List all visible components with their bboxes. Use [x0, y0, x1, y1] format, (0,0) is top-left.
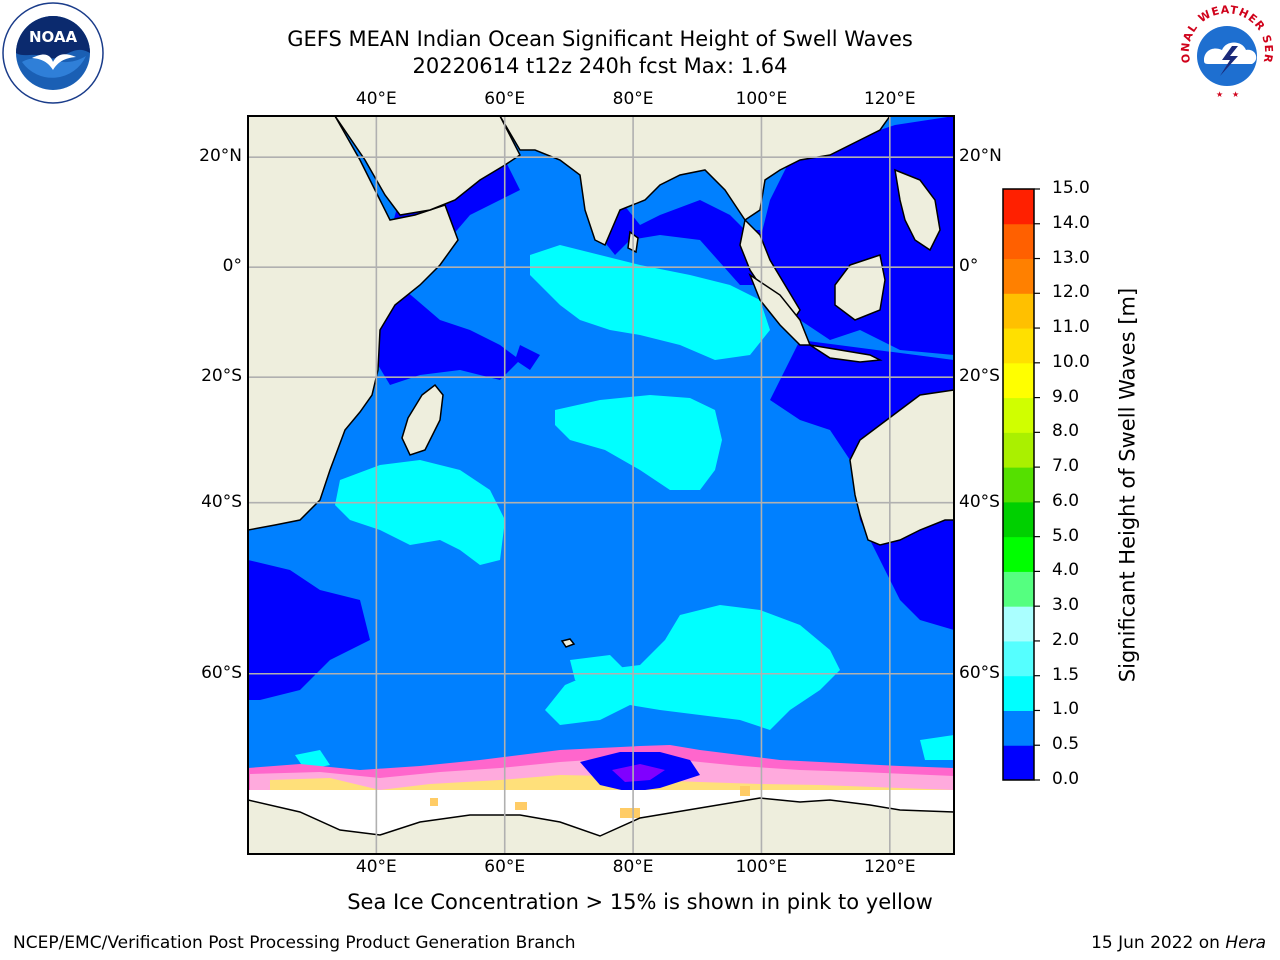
date-host: Hera [1225, 933, 1266, 953]
colorbar-swatch [1003, 328, 1034, 364]
borneo-landmass [834, 254, 886, 321]
map-gridlines [248, 116, 954, 854]
sea-ice-footnote: Sea Ice Concentration > 15% is shown in … [347, 890, 933, 914]
map-frame [247, 115, 955, 855]
colorbar-tick-label: 4.0 [1052, 560, 1080, 581]
lon-tick-label-bottom: 120°E [863, 857, 916, 877]
colorbar-swatch [1003, 258, 1034, 294]
sumatra-landmass [748, 273, 812, 346]
australia-landmass [849, 389, 954, 546]
colorbar-swatch [1003, 467, 1034, 503]
lat-tick-label-left: 60°S [201, 662, 242, 683]
lon-tick-label-bottom: 40°E [355, 857, 397, 877]
colorbar-tick-label: 15.0 [1052, 178, 1090, 198]
lon-tick-label-top: 60°E [484, 89, 526, 109]
colorbar-swatch [1003, 501, 1034, 538]
lon-tick-label-bottom: 60°E [484, 857, 526, 877]
colorbar-tick-label: 3.0 [1052, 595, 1080, 616]
africa-landmass [248, 116, 459, 531]
colorbar-swatch [1003, 189, 1034, 225]
colorbar-swatch [1003, 223, 1034, 260]
colorbar-tick-label: 2.0 [1052, 629, 1080, 650]
lat-tick-label-left: 40°S [201, 491, 242, 512]
colorbar-tick-label: 12.0 [1052, 282, 1090, 303]
svg-text:★: ★ [1232, 90, 1239, 99]
date-stamp: 15 Jun 2022 on Hera [1091, 933, 1266, 953]
lat-tick-label-left: 20°N [199, 146, 242, 167]
antarctica-landmass [248, 797, 954, 854]
colorbar-tick-label: 0.5 [1052, 734, 1080, 755]
lon-tick-label-top: 120°E [863, 89, 916, 109]
colorbar-label: Significant Height of Swell Waves [m] [1115, 287, 1140, 683]
colorbar-tick-label: 7.0 [1052, 456, 1080, 477]
colorbar-tick-label: 13.0 [1052, 247, 1090, 268]
credit-text: NCEP/EMC/Verification Post Processing Pr… [13, 933, 576, 953]
colorbar-swatch [1003, 293, 1034, 329]
colorbar-frame [1002, 188, 1035, 781]
lat-tick-label-right: 20°S [959, 366, 1000, 387]
colorbar-swatch [1003, 745, 1034, 781]
lat-tick-label-right: 60°S [959, 662, 1000, 683]
colorbar-tick-label: 5.0 [1052, 525, 1080, 546]
india-landmass [499, 116, 891, 247]
colorbar-tick-label: 10.0 [1052, 351, 1090, 372]
colorbar [1003, 188, 1040, 781]
lon-tick-label-top: 100°E [735, 89, 788, 109]
colorbar-tick-label: 6.0 [1052, 490, 1080, 511]
colorbar-swatch [1003, 536, 1034, 572]
land-masses [248, 116, 954, 854]
colorbar-tick-label: 11.0 [1052, 317, 1090, 338]
map-title: GEFS MEAN Indian Ocean Significant Heigh… [287, 27, 913, 51]
colorbar-tick-label: 9.0 [1052, 386, 1080, 407]
colorbar-swatch [1003, 640, 1034, 677]
madagascar-landmass [401, 383, 444, 456]
lon-tick-label-bottom: 100°E [735, 857, 788, 877]
philippines-landmass [894, 168, 941, 252]
moderate-swell-regions [295, 245, 954, 770]
colorbar-tick-label: 0.0 [1052, 769, 1080, 789]
svg-text:★: ★ [1216, 90, 1223, 99]
colorbar-swatch [1003, 362, 1034, 399]
colorbar-tick-label: 1.5 [1052, 664, 1080, 685]
colorbar-swatch [1003, 710, 1034, 746]
colorbar-swatch [1003, 606, 1034, 642]
colorbar-tick-label: 14.0 [1052, 212, 1090, 233]
kerguelen-landmass [560, 638, 576, 648]
colorbar-swatch [1003, 432, 1034, 468]
colorbar-swatch [1003, 675, 1034, 711]
lat-tick-label-left: 20°S [201, 366, 242, 387]
lat-tick-label-right: 0° [959, 256, 979, 277]
colorbar-tick-label: 1.0 [1052, 699, 1080, 720]
noaa-logo-icon: NOAA [2, 2, 104, 104]
colorbar-swatch [1003, 571, 1034, 607]
colorbar-swatch [1003, 397, 1034, 433]
noaa-logo-text: NOAA [29, 28, 78, 46]
lat-tick-label-right: 20°N [959, 146, 1002, 167]
java-landmass [809, 344, 883, 363]
lon-tick-label-bottom: 80°E [612, 857, 654, 877]
lat-tick-label-left: 0° [222, 256, 242, 277]
lon-tick-label-top: 40°E [355, 89, 397, 109]
colorbar-tick-label: 8.0 [1052, 421, 1080, 442]
lat-tick-label-right: 40°S [959, 491, 1000, 512]
date-text: 15 Jun 2022 on [1091, 933, 1226, 953]
arabia-landmass [334, 116, 521, 216]
lon-tick-label-top: 80°E [612, 89, 654, 109]
map-subtitle: 20220614 t12z 240h fcst Max: 1.64 [412, 54, 788, 78]
nws-logo-icon: NATIONAL WEATHER SERVICE ★ ★ [1176, 2, 1277, 103]
